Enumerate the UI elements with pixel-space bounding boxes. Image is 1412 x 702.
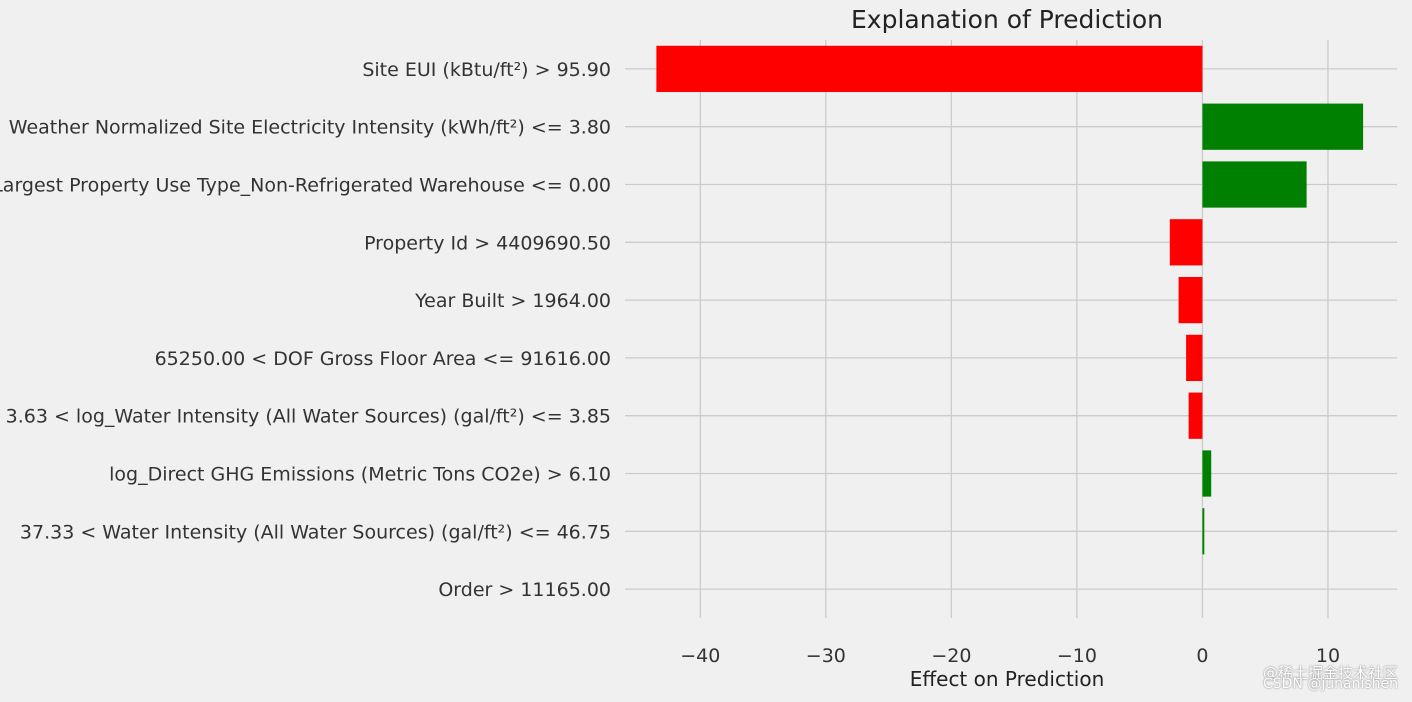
bar bbox=[656, 45, 1203, 93]
x-tick-label: −30 bbox=[806, 645, 846, 667]
y-tick-label: Property Id > 4409690.50 bbox=[364, 232, 611, 254]
x-tick-label: 10 bbox=[1316, 645, 1340, 667]
y-tick-label: Order > 11165.00 bbox=[438, 579, 611, 601]
x-tick-label: −40 bbox=[680, 645, 720, 667]
y-tick-label: 3.63 < log_Water Intensity (All Water So… bbox=[6, 406, 611, 428]
y-gridlines bbox=[625, 68, 1397, 590]
chart-title: Explanation of Prediction bbox=[851, 5, 1163, 34]
x-gridlines bbox=[699, 40, 1329, 618]
y-tick-label: Site EUI (kBtu/ft²) > 95.90 bbox=[362, 59, 611, 81]
y-tick-label: 65250.00 < DOF Gross Floor Area <= 91616… bbox=[155, 348, 611, 370]
x-tick-labels: −40 −30 −20 −10 0 10 bbox=[680, 645, 1340, 667]
x-axis-label: Effect on Prediction bbox=[910, 667, 1105, 691]
bar bbox=[1202, 161, 1307, 208]
bar bbox=[1169, 219, 1203, 266]
watermark-author-text: CSDN @junanishen bbox=[1263, 676, 1398, 692]
y-tick-labels: Site EUI (kBtu/ft²) > 95.90 Weather Norma… bbox=[0, 59, 611, 601]
bar bbox=[1202, 450, 1212, 497]
bar bbox=[1202, 508, 1205, 555]
x-tick-label: −10 bbox=[1057, 645, 1097, 667]
watermark-logo-text: @稀土掘金技术社区 bbox=[1262, 664, 1398, 682]
x-tick-label: 0 bbox=[1196, 645, 1208, 667]
y-tick-label: Year Built > 1964.00 bbox=[414, 290, 611, 312]
bar bbox=[1202, 103, 1364, 150]
y-tick-label: Largest Property Use Type_Non-Refrigerat… bbox=[0, 175, 611, 197]
bar bbox=[1178, 276, 1203, 324]
y-tick-label: log_Direct GHG Emissions (Metric Tons CO… bbox=[109, 464, 611, 486]
y-tick-label: Weather Normalized Site Electricity Inte… bbox=[9, 117, 611, 139]
bars bbox=[656, 45, 1364, 555]
y-tick-label: 37.33 < Water Intensity (All Water Sourc… bbox=[20, 521, 611, 543]
bar bbox=[1186, 334, 1203, 382]
x-tick-label: −20 bbox=[931, 645, 971, 667]
bar bbox=[1188, 392, 1203, 439]
